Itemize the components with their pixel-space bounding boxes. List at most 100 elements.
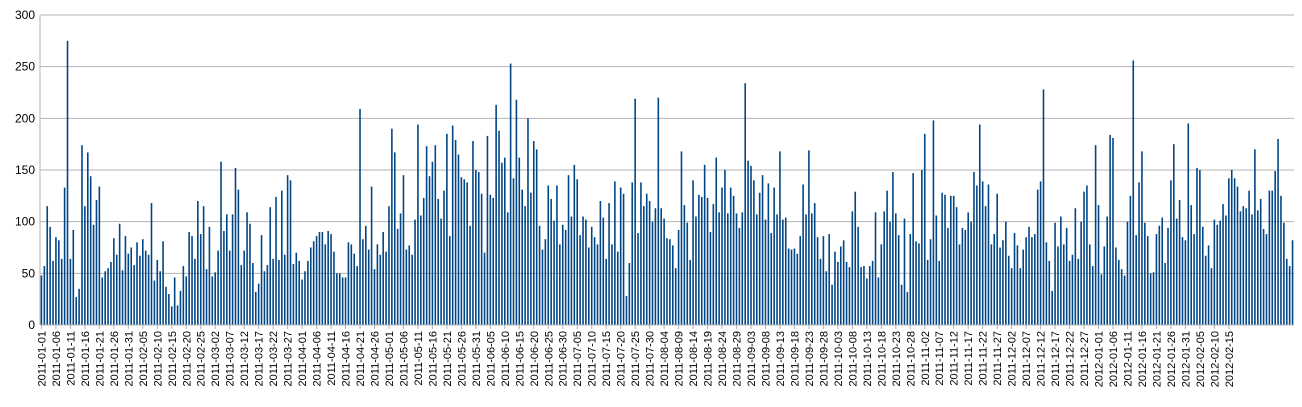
bar	[1262, 228, 1265, 325]
x-tick-label: 2011-10-13	[862, 331, 874, 386]
bar	[385, 251, 387, 325]
bar	[281, 190, 283, 325]
bar	[1010, 268, 1013, 325]
bar	[121, 270, 124, 325]
bar	[816, 237, 819, 325]
bar	[1109, 134, 1111, 325]
bar	[1285, 258, 1288, 325]
bar	[391, 128, 393, 325]
bar	[1236, 186, 1239, 325]
bar	[669, 239, 671, 325]
bar	[753, 180, 755, 325]
bar	[1178, 199, 1181, 325]
bar	[1146, 236, 1149, 325]
bar	[628, 263, 631, 325]
bar	[408, 245, 411, 325]
bar	[964, 229, 967, 325]
bar	[987, 184, 990, 325]
bar	[1068, 260, 1071, 325]
bar	[657, 97, 660, 325]
bar	[309, 247, 312, 325]
bar	[1170, 180, 1172, 325]
bar	[724, 170, 726, 325]
bar	[590, 226, 593, 325]
bar	[1138, 182, 1140, 325]
bar	[692, 180, 694, 325]
x-tick-label: 2011-10-23	[891, 331, 903, 386]
bar	[793, 248, 796, 325]
bar	[359, 109, 361, 325]
bar	[179, 290, 182, 325]
bar	[1199, 170, 1201, 325]
bar	[477, 172, 480, 325]
bar	[1167, 227, 1169, 325]
bar	[199, 234, 202, 325]
bar	[1283, 222, 1285, 325]
bar	[223, 230, 225, 325]
x-tick-label: 2011-03-12	[239, 331, 251, 386]
x-tick-label: 2011-02-05	[138, 331, 150, 386]
x-tick-label: 2011-05-21	[442, 331, 454, 386]
bar	[996, 193, 998, 325]
bar	[1161, 217, 1164, 325]
bar	[886, 190, 888, 325]
bar	[1291, 240, 1294, 325]
bar	[857, 226, 859, 325]
bar	[58, 240, 60, 325]
x-tick-label: 2011-04-16	[341, 331, 353, 386]
bar	[1228, 178, 1230, 325]
bar	[706, 197, 709, 325]
bar	[252, 263, 254, 325]
bar	[1204, 255, 1207, 325]
x-tick-label: 2011-03-22	[268, 331, 280, 386]
bar	[237, 189, 240, 325]
x-tick-label: 2011-08-09	[674, 331, 686, 386]
bar	[104, 271, 106, 325]
bar	[1280, 195, 1282, 325]
bar	[741, 212, 744, 325]
x-tick-label: 2011-08-14	[688, 331, 700, 386]
bar	[492, 197, 495, 325]
bar	[1126, 221, 1129, 325]
bar	[260, 235, 263, 325]
bar	[634, 98, 636, 325]
bar	[1057, 246, 1059, 325]
bar	[1034, 234, 1036, 325]
bar	[926, 259, 929, 325]
bar	[1123, 275, 1126, 325]
x-tick-label: 2011-05-11	[413, 331, 425, 386]
bar	[422, 197, 425, 325]
bar	[144, 250, 147, 325]
bar	[469, 225, 471, 325]
x-tick-label: 2011-09-13	[775, 331, 787, 386]
bar	[559, 244, 561, 325]
bar	[1271, 190, 1274, 325]
bar	[1242, 206, 1245, 325]
bar	[86, 152, 89, 325]
bar	[541, 249, 544, 325]
bar	[698, 194, 700, 325]
bar	[866, 278, 868, 325]
bar	[935, 215, 938, 325]
bar	[695, 216, 697, 325]
bar	[654, 208, 657, 325]
x-tick-label: 2011-09-08	[761, 331, 773, 386]
bar	[1042, 89, 1045, 326]
bar	[631, 182, 634, 325]
bar	[981, 181, 984, 325]
x-tick-label: 2011-07-25	[630, 331, 642, 386]
bar	[643, 206, 645, 325]
x-tick-label: 2011-04-06	[312, 331, 324, 386]
bar	[822, 236, 825, 325]
bar	[912, 173, 914, 325]
bar	[211, 276, 214, 325]
bar	[544, 239, 547, 325]
bar	[518, 157, 521, 325]
bar	[1132, 60, 1135, 325]
x-tick-label: 2011-10-08	[847, 331, 859, 386]
bar	[1054, 222, 1056, 325]
bar	[1016, 245, 1019, 325]
bar	[897, 235, 900, 325]
bar	[324, 244, 327, 325]
bar	[755, 214, 758, 325]
